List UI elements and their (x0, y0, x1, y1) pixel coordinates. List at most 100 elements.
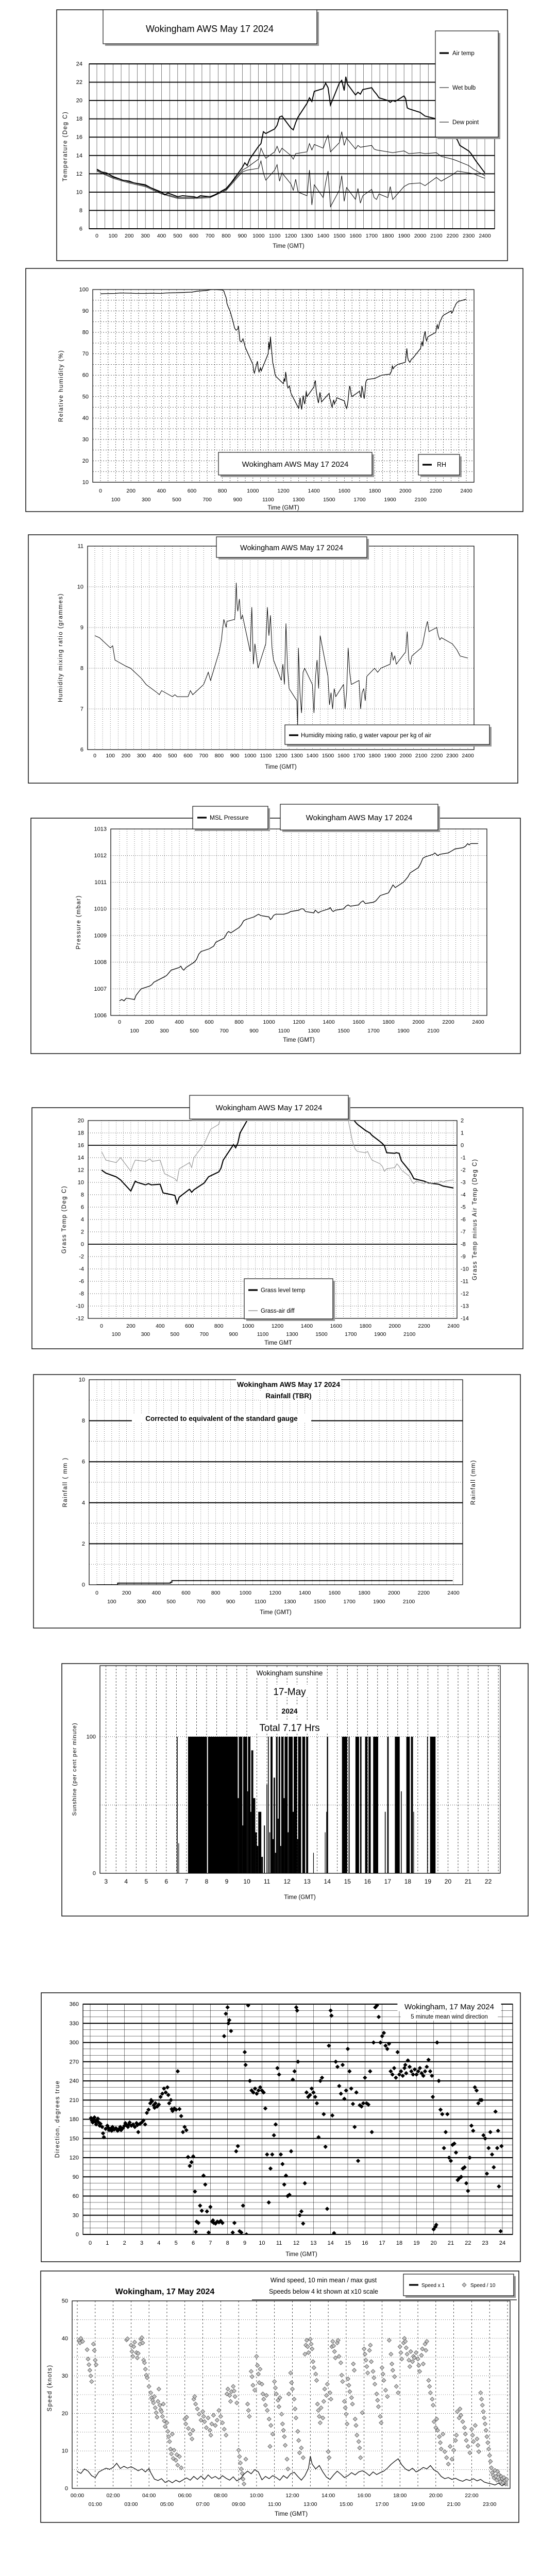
y2-tick-label: -7 (461, 1229, 466, 1235)
y-tick-label: 50 (82, 394, 89, 400)
chart-title: Wokingham AWS May 17 2024 (237, 1380, 340, 1388)
y-tick-label: 16 (76, 134, 82, 141)
x-tick-label: 700 (199, 753, 208, 759)
x-tick-label: 300 (142, 497, 151, 503)
x-tick-label: 700 (219, 1028, 229, 1034)
chart-title: Time GMT (264, 1340, 292, 1346)
x-tick-label: 1300 (301, 233, 313, 239)
x-tick-label: 200 (122, 753, 131, 759)
x-tick-label: 2100 (403, 1331, 416, 1337)
axis-title: Rainfall ( mm ) (62, 1457, 69, 1507)
x-tick-label: 1900 (384, 497, 396, 503)
y-tick-label: 80 (82, 330, 89, 336)
y2-tick-label: -2 (461, 1167, 466, 1174)
y-tick-label: 6 (81, 1205, 84, 1211)
title-box (189, 1095, 349, 1120)
y-tick-label: -6 (79, 1279, 84, 1285)
x-tick-label: 11 (276, 2240, 282, 2246)
x-tick-label: 1200 (285, 233, 297, 239)
x-tick-label: 1300 (286, 1331, 298, 1337)
legend-box (403, 2274, 514, 2296)
x-tick-label: 2200 (430, 488, 442, 494)
x-tick-label: 14 (328, 2240, 334, 2246)
chart-title: Wokingham, 17 May 2024 (115, 2287, 215, 2296)
y-tick-label: 0 (65, 2486, 68, 2492)
x-tick-label: 100 (107, 1599, 116, 1605)
x-tick-label: 2100 (430, 233, 443, 239)
x-tick-label: 1900 (384, 753, 396, 759)
y-tick-label: 60 (73, 2193, 79, 2199)
x-tick-label: 11:00 (268, 2501, 281, 2507)
x-tick-label: 200 (145, 1019, 154, 1025)
chart-title: Wokingham, 17 May 2024 (404, 2003, 494, 2011)
y-tick-label: 1006 (94, 1013, 107, 1019)
x-tick-label: 2000 (412, 1019, 425, 1025)
x-tick-label: 1600 (329, 1590, 341, 1596)
x-tick-label: 1300 (293, 497, 305, 503)
x-tick-label: 300 (160, 1028, 169, 1034)
x-tick-label: 23 (482, 2240, 488, 2246)
y-tick-label: 300 (70, 2040, 79, 2046)
legend-label: Grass level temp (261, 1287, 305, 1294)
y-tick-label: 30 (82, 436, 89, 443)
chart-frame (56, 9, 508, 261)
axis-title: Speed (knots) (47, 2364, 53, 2411)
x-tick-label: 14:00 (322, 2493, 335, 2499)
x-tick-label: 21 (465, 1878, 472, 1885)
x-tick-label: 13 (303, 1878, 311, 1885)
x-tick-label: 2000 (388, 1323, 401, 1329)
x-tick-label: 01:00 (89, 2501, 102, 2507)
axis-title: Relative humidity (%) (58, 350, 64, 422)
x-tick-label: 400 (175, 1019, 184, 1025)
chart-title: Wokingham AWS May 17 2024 (306, 814, 413, 822)
x-tick-label: 13:00 (303, 2501, 317, 2507)
y-tick-label: -12 (76, 1316, 84, 1322)
series-humidity-mixing-ratio (94, 583, 468, 725)
y-tick-label: 1010 (94, 906, 107, 912)
x-tick-label: 5 (175, 2240, 178, 2246)
chart-rainfall: 0 200 400 600 800 1000 1200 1400 1600 1800 2000 220… (33, 0, 521, 1629)
y-tick-label: 100 (87, 1734, 96, 1740)
x-tick-label: 16 (362, 2240, 368, 2246)
x-tick-label: 2300 (433, 0, 445, 2)
chart-title: Speeds below 4 kt shown at x10 scale (269, 2288, 378, 2295)
chart-title: Wokingham AWS May 17 2024 (216, 1104, 323, 1112)
x-tick-label: 6 (165, 1878, 168, 1885)
axis-title: Rainfall (mm) (470, 1460, 477, 1505)
x-tick-label: 21 (448, 2240, 454, 2246)
y-tick-label: 4 (81, 1217, 84, 1223)
y2-tick-label: -9 (461, 1254, 466, 1260)
x-tick-label: 18 (396, 2240, 402, 2246)
x-tick-label: 1800 (360, 1323, 372, 1329)
axis-title: Pressure (mbar) (76, 895, 82, 950)
chart-frame (30, 818, 521, 1054)
x-tick-label: 100 (112, 1331, 121, 1337)
x-tick-label: 200 (126, 1323, 136, 1329)
y-tick-label: 6 (79, 226, 82, 232)
axis-title: Sunshine (per cent per minute) (72, 1722, 78, 1816)
x-tick-label: 200 (125, 233, 134, 239)
x-tick-label: 1500 (333, 233, 346, 239)
y-tick-label: -10 (76, 1303, 84, 1310)
y-tick-label: 8 (81, 1192, 84, 1198)
x-tick-label: 900 (229, 1331, 238, 1337)
x-tick-label: 10 (243, 1878, 250, 1885)
x-tick-label: 300 (137, 753, 146, 759)
y2-tick-label: -3 (461, 1180, 466, 1186)
x-tick-label: 2400 (472, 1019, 484, 1025)
series-wind-direction-5min (89, 2004, 504, 2234)
x-tick-label: 20:00 (429, 2493, 443, 2499)
y-tick-label: 100 (79, 287, 89, 293)
axis-title: Humidity mixing ratio (grammes) (58, 593, 64, 702)
y2-tick-label: -1 (461, 1155, 466, 1161)
x-tick-label: 22:00 (465, 2493, 478, 2499)
y2-tick-label: -10 (461, 1266, 469, 1273)
y-tick-label: 40 (62, 2335, 68, 2342)
x-tick-label: 02:00 (106, 2493, 120, 2499)
title-box (103, 9, 317, 44)
chart-title: Time (GMT) (285, 2251, 317, 2258)
x-tick-label: 2 (123, 2240, 126, 2246)
x-tick-label: 18 (404, 1878, 412, 1885)
series-grass-level-temp (101, 1121, 454, 1206)
x-tick-label: 2400 (479, 233, 491, 239)
